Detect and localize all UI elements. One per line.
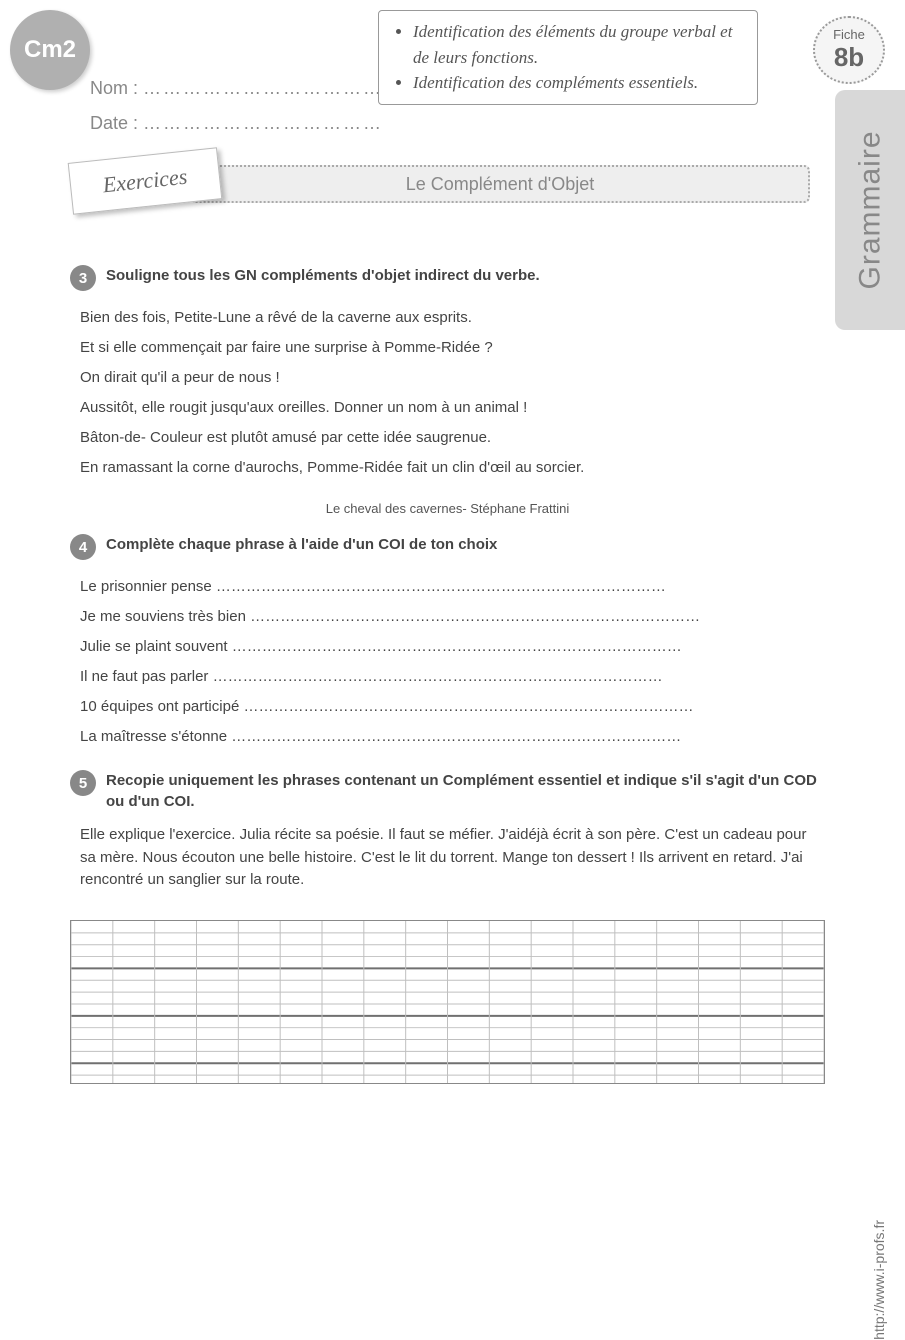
exercices-label: Exercices <box>102 164 189 199</box>
exercise-3-title: Souligne tous les GN compléments d'objet… <box>106 265 540 286</box>
exercise-number: 3 <box>70 265 96 291</box>
exercise-3-line: Bien des fois, Petite-Lune a rêvé de la … <box>80 303 825 333</box>
exercise-5-paragraph: Elle explique l'exercice. Julia récite s… <box>80 824 825 892</box>
name-dots: ……………………………… <box>143 78 383 98</box>
exercise-4-line: La maîtresse s'étonne ………………………………………………… <box>80 722 825 752</box>
exercise-4-line: 10 équipes ont participé ………………………………………… <box>80 692 825 722</box>
date-dots: ……………………………… <box>143 113 383 133</box>
lesson-title: Le Complément d'Objet <box>406 174 595 195</box>
fiche-number: 8b <box>834 42 864 73</box>
side-tab-label: Grammaire <box>853 130 887 289</box>
name-label: Nom : <box>90 78 138 98</box>
seyes-grid <box>70 920 825 1084</box>
objective-item: Identification des compléments essentiel… <box>413 70 745 96</box>
objectives-box: Identification des éléments du groupe ve… <box>378 10 758 105</box>
exercise-number: 5 <box>70 770 96 796</box>
exercise-3-line: Et si elle commençait par faire une surp… <box>80 333 825 363</box>
exercise-3-line: On dirait qu'il a peur de nous ! <box>80 363 825 393</box>
exercise-3-attribution: Le cheval des cavernes- Stéphane Frattin… <box>70 501 825 516</box>
exercise-5-header: 5 Recopie uniquement les phrases contena… <box>70 770 825 812</box>
exercise-3-line: En ramassant la corne d'aurochs, Pomme-R… <box>80 453 825 483</box>
side-tab: Grammaire <box>835 90 905 330</box>
level-badge: Cm2 <box>10 10 90 90</box>
exercise-number: 4 <box>70 534 96 560</box>
fiche-label: Fiche <box>833 27 865 42</box>
exercise-4-line: Je me souviens très bien ………………………………………… <box>80 602 825 632</box>
exercise-3-body: Bien des fois, Petite-Lune a rêvé de la … <box>80 303 825 483</box>
level-text: Cm2 <box>24 36 76 64</box>
exercise-4-title: Complète chaque phrase à l'aide d'un COI… <box>106 534 497 555</box>
exercise-3-line: Bâton-de- Couleur est plutôt amusé par c… <box>80 423 825 453</box>
lesson-title-bar: Le Complément d'Objet <box>190 165 810 203</box>
exercise-3-line: Aussitôt, elle rougit jusqu'aux oreilles… <box>80 393 825 423</box>
exercise-4-header: 4 Complète chaque phrase à l'aide d'un C… <box>70 534 825 560</box>
exercise-4-line: Il ne faut pas parler ………………………………………………… <box>80 662 825 692</box>
exercise-4-body: Le prisonnier pense ……………………………………………………… <box>80 572 825 752</box>
date-label: Date : <box>90 113 138 133</box>
content: 3 Souligne tous les GN compléments d'obj… <box>70 265 825 1089</box>
name-date-block: Nom : ……………………………… Date : ……………………………… <box>90 78 383 148</box>
name-row: Nom : ……………………………… <box>90 78 383 99</box>
date-row: Date : ……………………………… <box>90 113 383 134</box>
exercise-4-line: Le prisonnier pense ……………………………………………………… <box>80 572 825 602</box>
objective-item: Identification des éléments du groupe ve… <box>413 19 745 70</box>
title-area: Le Complément d'Objet Exercices <box>70 155 810 210</box>
exercise-3-header: 3 Souligne tous les GN compléments d'obj… <box>70 265 825 291</box>
exercices-card: Exercices <box>68 147 223 214</box>
exercise-4-line: Julie se plaint souvent …………………………………………… <box>80 632 825 662</box>
exercise-5-title: Recopie uniquement les phrases contenant… <box>106 770 825 812</box>
fiche-badge: Fiche 8b <box>813 16 885 84</box>
